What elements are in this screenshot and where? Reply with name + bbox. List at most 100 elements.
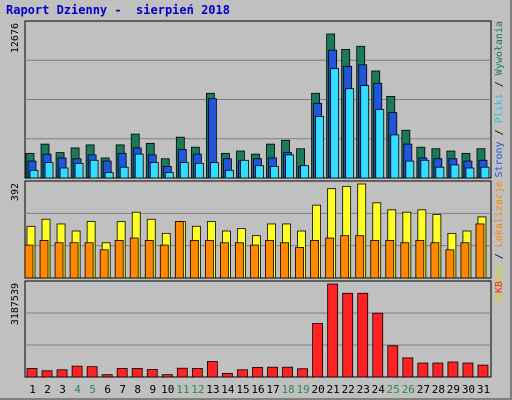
pliki-bar-day-23 [360,85,370,179]
kb-bar-day-19 [297,368,308,378]
legend-part-2-1: / [494,247,505,265]
pliki-bar-day-1 [29,169,39,179]
kb-bar-day-24 [372,312,384,378]
x-tick-day-25: 25 [387,383,400,396]
lokalizacje-bar-day-18 [280,242,289,279]
pliki-bar-day-5 [89,159,99,179]
x-tick-day-22: 22 [342,383,355,396]
x-tick-day-16: 16 [251,383,264,396]
x-tick-day-2: 2 [44,383,51,396]
x-tick-day-3: 3 [59,383,66,396]
lokalizacje-bar-day-23 [355,235,365,279]
kb-bar-day-1 [26,368,38,378]
lokalizacje-bar-day-1 [24,244,34,279]
pliki-bar-day-9 [149,162,159,179]
lokalizacje-bar-day-24 [370,239,380,279]
lokalizacje-bar-day-7 [114,239,124,279]
kb-bar-day-2 [41,370,53,378]
pliki-bar-day-15 [240,159,249,179]
x-tick-day-14: 14 [221,383,235,396]
lokalizacje-bar-day-15 [235,242,244,279]
lokalizacje-bar-day-8 [129,237,139,279]
lokalizacje-bar-day-17 [265,239,274,279]
panel-3-legend: KB [494,281,505,293]
panel-3-background [24,280,492,378]
kb-bar-day-15 [237,369,248,378]
lokalizacje-bar-day-25 [385,239,395,279]
x-tick-day-20: 20 [312,383,325,396]
x-tick-day-29: 29 [447,383,460,396]
kb-bar-day-21 [327,283,339,378]
lokalizacje-bar-day-11 [174,221,184,279]
kb-bar-day-14 [222,372,233,378]
lokalizacje-bar-day-5 [84,242,94,279]
pliki-bar-day-7 [119,166,129,179]
pliki-bar-day-31 [480,166,490,179]
chart-title: Raport Dzienny - sierpień 2018 [6,3,230,17]
legend-part-2-2: Lokalizacje [494,181,505,247]
pliki-bar-day-4 [74,162,84,179]
lokalizacje-bar-day-27 [415,239,425,279]
x-tick-day-23: 23 [357,383,370,396]
kb-bar-day-22 [342,292,354,378]
lokalizacje-bar-day-14 [220,242,229,279]
kb-bar-day-23 [357,292,369,378]
x-tick-day-21: 21 [327,383,340,396]
legend-part-1-4: Wywołania [494,21,505,75]
x-tick-day-24: 24 [372,383,386,396]
x-tick-day-10: 10 [161,383,174,396]
panel-1-max-label: 12676 [10,23,21,53]
lokalizacje-bar-day-2 [39,239,49,279]
panel-2-legend: Wizyty / Lokalizacje [494,181,505,301]
kb-bar-day-25 [387,345,399,378]
x-tick-day-9: 9 [149,383,156,396]
kb-bar-day-17 [267,366,278,378]
lokalizacje-bar-day-22 [340,235,350,279]
lokalizacje-bar-day-10 [159,244,169,279]
kb-bar-day-26 [402,357,414,378]
lokalizacje-bar-day-13 [204,239,214,279]
kb-bar-day-28 [432,362,444,378]
pliki-bar-day-6 [104,172,114,179]
kb-bar-day-9 [146,369,158,378]
pliki-bar-day-12 [194,162,204,179]
pliki-bar-day-26 [405,160,415,179]
pliki-bar-day-22 [345,88,355,179]
legend-part-1-1: / [494,123,505,141]
x-tick-day-30: 30 [462,383,475,396]
pliki-bar-day-13 [209,162,219,179]
pliki-bar-day-14 [225,169,234,179]
x-tick-day-28: 28 [432,383,445,396]
kb-bar-day-20 [312,323,324,378]
x-tick-day-26: 26 [402,383,415,396]
kb-bar-day-16 [252,367,263,378]
pliki-bar-day-10 [164,172,174,179]
x-tick-day-7: 7 [119,383,126,396]
pliki-bar-day-19 [300,165,309,179]
pliki-bar-day-8 [134,153,144,179]
pliki-bar-day-11 [179,162,189,179]
legend-part-1-3: / [494,75,505,93]
lokalizacje-bar-day-16 [250,244,259,279]
pliki-bar-day-2 [44,162,54,179]
lokalizacje-bar-day-9 [144,239,154,279]
lokalizacje-bar-day-21 [325,237,335,279]
lokalizacje-bar-day-30 [460,242,470,279]
pliki-bar-day-27 [420,159,430,179]
kb-bar-day-8 [131,368,143,378]
x-tick-day-17: 17 [266,383,279,396]
legend-part-3-0: KB [494,281,505,293]
pliki-bar-day-3 [59,167,69,179]
legend-part-1-2: Pliki [494,93,505,123]
x-tick-day-31: 31 [477,383,490,396]
kb-bar-day-5 [86,366,98,378]
lokalizacje-bar-day-3 [54,242,64,279]
pliki-bar-day-24 [375,109,385,179]
pliki-bar-day-16 [255,165,264,179]
x-tick-day-6: 6 [104,383,111,396]
kb-bar-day-12 [191,368,203,378]
kb-bar-day-18 [282,366,293,378]
kb-bar-day-27 [417,362,429,378]
panel-2-max-label: 392 [10,183,21,201]
